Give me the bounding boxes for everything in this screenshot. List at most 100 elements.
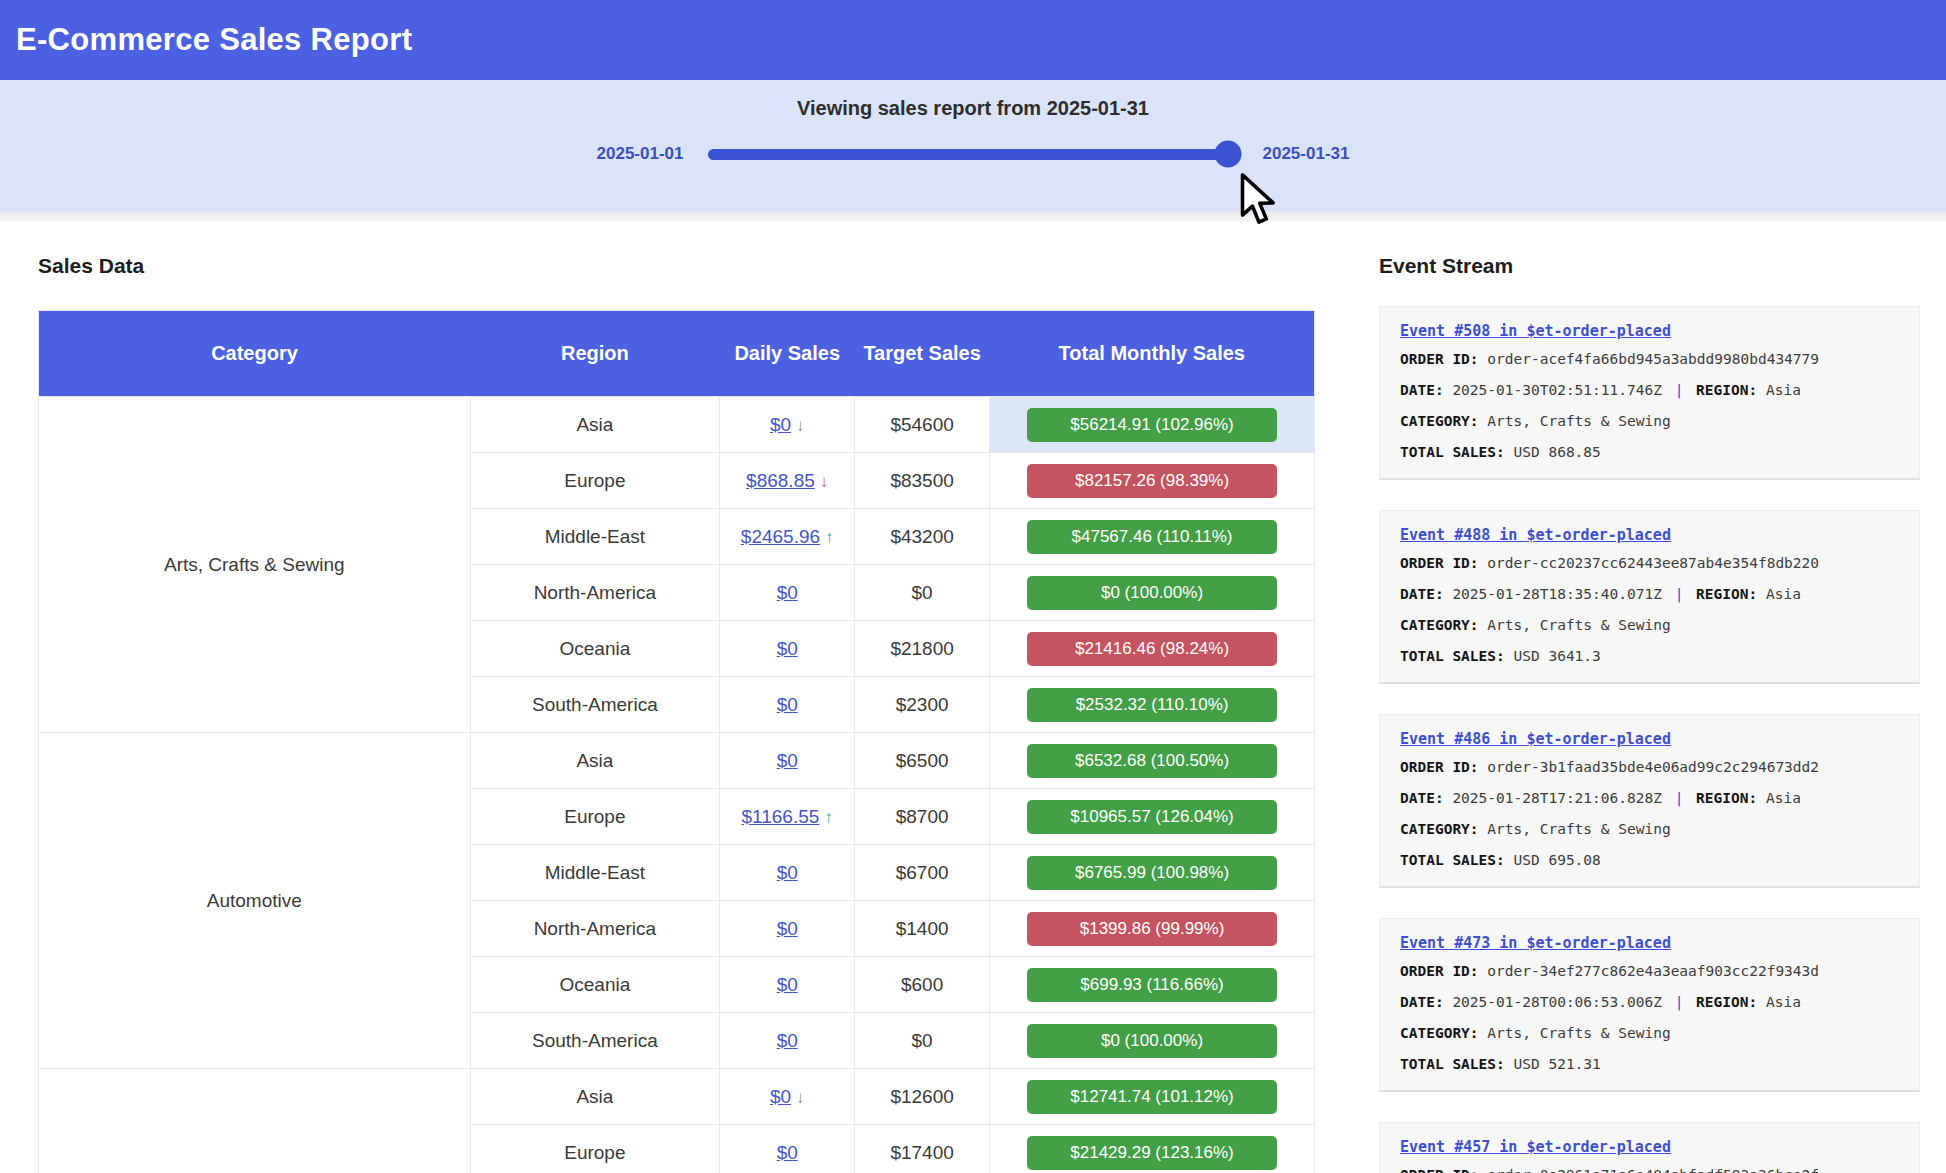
order-id-value: order-acef4fa66bd945a3abdd9980bd434779	[1487, 351, 1819, 367]
total-sales-value: USD 695.08	[1514, 852, 1601, 868]
daily-sales-link[interactable]: $0	[770, 414, 791, 435]
event-date-line: DATE: 2025-01-28T18:35:40.071Z | REGION:…	[1400, 582, 1899, 606]
daily-sales-link[interactable]: $0	[777, 918, 798, 939]
daily-sales-link[interactable]: $2465.96	[741, 526, 820, 547]
total-monthly-sales-cell: $2532.32 (110.10%)	[990, 677, 1315, 733]
region-value: Asia	[1766, 994, 1801, 1010]
date-label: DATE:	[1400, 586, 1444, 602]
region-cell: Europe	[470, 1125, 720, 1173]
target-sales-cell: $6700	[855, 845, 990, 901]
date-label: DATE:	[1400, 994, 1444, 1010]
total-sales-badge: $21416.46 (98.24%)	[1027, 632, 1277, 666]
daily-sales-link[interactable]: $868.85	[746, 470, 815, 491]
daily-sales-cell: $0	[720, 565, 855, 621]
daily-sales-link[interactable]: $0	[770, 1086, 791, 1107]
total-sales-value: USD 868.85	[1514, 444, 1601, 460]
total-sales-badge: $0 (100.00%)	[1027, 1024, 1277, 1058]
event-order-id-line: ORDER ID: order-0e2961e71a6e484abfadf583…	[1400, 1163, 1899, 1173]
event-order-id-line: ORDER ID: order-acef4fa66bd945a3abdd9980…	[1400, 347, 1899, 371]
trend-up-icon: ↑	[825, 528, 834, 548]
daily-sales-link[interactable]: $0	[777, 974, 798, 995]
total-monthly-sales-cell: $6532.68 (100.50%)	[990, 733, 1315, 789]
total-sales-badge: $6532.68 (100.50%)	[1027, 744, 1277, 778]
target-sales-cell: $21800	[855, 621, 990, 677]
daily-sales-link[interactable]: $0	[777, 1030, 798, 1051]
region-cell: Middle-East	[470, 845, 720, 901]
daily-sales-link[interactable]: $0	[777, 638, 798, 659]
order-id-label: ORDER ID:	[1400, 963, 1479, 979]
sales-panel: Sales Data Category Region Daily Sales T…	[38, 248, 1315, 1173]
daily-sales-cell: $2465.96↑	[720, 509, 855, 565]
event-link[interactable]: Event #508 in $et-order-placed	[1400, 322, 1671, 340]
trend-down-icon: ↓	[796, 1088, 805, 1108]
event-link[interactable]: Event #457 in $et-order-placed	[1400, 1138, 1671, 1156]
target-sales-cell: $600	[855, 957, 990, 1013]
region-cell: Asia	[470, 733, 720, 789]
date-slider-section: Viewing sales report from 2025-01-31 202…	[0, 80, 1946, 212]
daily-sales-cell: $0	[720, 901, 855, 957]
target-sales-cell: $2300	[855, 677, 990, 733]
region-value: Asia	[1766, 586, 1801, 602]
total-sales-badge: $6765.99 (100.98%)	[1027, 856, 1277, 890]
category-cell: Arts, Crafts & Sewing	[39, 397, 471, 733]
total-monthly-sales-cell: $12741.74 (101.12%)	[990, 1069, 1315, 1125]
page-title: E-Commerce Sales Report	[16, 22, 412, 58]
column-header-category: Category	[39, 311, 471, 397]
category-label: CATEGORY:	[1400, 821, 1479, 837]
total-monthly-sales-cell: $10965.57 (126.04%)	[990, 789, 1315, 845]
target-sales-cell: $12600	[855, 1069, 990, 1125]
event-card: Event #508 in $et-order-placed ORDER ID:…	[1379, 306, 1920, 480]
column-header-target-sales: Target Sales	[855, 311, 990, 397]
target-sales-cell: $83500	[855, 453, 990, 509]
daily-sales-link[interactable]: $0	[777, 694, 798, 715]
separator: |	[1671, 382, 1688, 398]
daily-sales-link[interactable]: $0	[777, 750, 798, 771]
app-window: E-Commerce Sales Report Viewing sales re…	[0, 0, 1946, 1173]
daily-sales-link[interactable]: $1166.55	[742, 806, 820, 827]
date-value: 2025-01-28T00:06:53.006Z	[1452, 994, 1662, 1010]
daily-sales-cell: $0	[720, 957, 855, 1013]
target-sales-cell: $43200	[855, 509, 990, 565]
sales-table: Category Region Daily Sales Target Sales…	[38, 310, 1315, 1173]
total-sales-badge: $10965.57 (126.04%)	[1027, 800, 1277, 834]
separator: |	[1671, 790, 1688, 806]
event-link[interactable]: Event #473 in $et-order-placed	[1400, 934, 1671, 952]
sales-table-body: Arts, Crafts & SewingAsia$0↓$54600$56214…	[39, 397, 1315, 1173]
date-label: DATE:	[1400, 790, 1444, 806]
event-category-line: CATEGORY: Arts, Crafts & Sewing	[1400, 817, 1899, 841]
category-value: Arts, Crafts & Sewing	[1487, 413, 1670, 429]
region-cell: Asia	[470, 1069, 720, 1125]
app-header: E-Commerce Sales Report	[0, 0, 1946, 80]
category-label: CATEGORY:	[1400, 617, 1479, 633]
total-sales-badge: $82157.26 (98.39%)	[1027, 464, 1277, 498]
event-link[interactable]: Event #486 in $et-order-placed	[1400, 730, 1671, 748]
event-card: Event #473 in $et-order-placed ORDER ID:…	[1379, 918, 1920, 1092]
date-slider-fill	[708, 149, 1228, 160]
total-sales-label: TOTAL SALES:	[1400, 852, 1505, 868]
region-label: REGION:	[1696, 586, 1757, 602]
region-cell: North-America	[470, 901, 720, 957]
event-link[interactable]: Event #488 in $et-order-placed	[1400, 526, 1671, 544]
slider-row: 2025-01-01 2025-01-31	[0, 144, 1946, 164]
event-card: Event #457 in $et-order-placed ORDER ID:…	[1379, 1122, 1920, 1173]
total-sales-badge: $0 (100.00%)	[1027, 576, 1277, 610]
event-category-line: CATEGORY: Arts, Crafts & Sewing	[1400, 409, 1899, 433]
region-value: Asia	[1766, 382, 1801, 398]
target-sales-cell: $0	[855, 565, 990, 621]
table-row: Asia $0↓ $12600$12741.74 (101.12%)	[39, 1069, 1315, 1125]
event-total-sales-line: TOTAL SALES: USD 695.08	[1400, 848, 1899, 872]
target-sales-cell: $54600	[855, 397, 990, 453]
events-list: Event #508 in $et-order-placed ORDER ID:…	[1379, 306, 1920, 1173]
category-label: CATEGORY:	[1400, 413, 1479, 429]
region-label: REGION:	[1696, 382, 1757, 398]
order-id-label: ORDER ID:	[1400, 1167, 1479, 1173]
order-id-value: order-0e2961e71a6e484abfadf583a36bce2f	[1487, 1167, 1819, 1173]
date-slider-rail[interactable]	[708, 149, 1239, 160]
order-id-label: ORDER ID:	[1400, 759, 1479, 775]
daily-sales-link[interactable]: $0	[777, 582, 798, 603]
daily-sales-link[interactable]: $0	[777, 862, 798, 883]
daily-sales-link[interactable]: $0	[777, 1142, 798, 1163]
event-stream-panel: Event Stream Event #508 in $et-order-pla…	[1379, 248, 1920, 1173]
date-slider-thumb[interactable]	[1214, 141, 1241, 168]
target-sales-cell: $1400	[855, 901, 990, 957]
